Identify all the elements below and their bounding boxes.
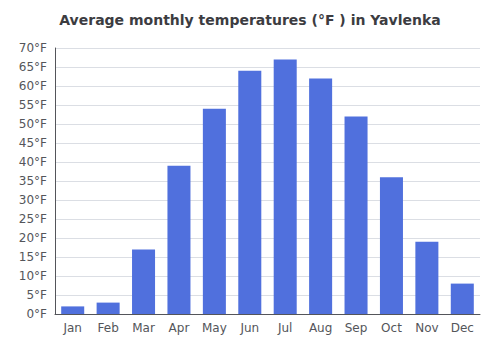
svg-text:Aug: Aug [309, 321, 332, 335]
svg-text:15°F: 15°F [19, 250, 47, 264]
svg-text:5°F: 5°F [26, 288, 47, 302]
svg-text:Dec: Dec [451, 321, 474, 335]
svg-text:Mar: Mar [132, 321, 155, 335]
svg-text:40°F: 40°F [19, 155, 47, 169]
svg-text:Jan: Jan [62, 321, 82, 335]
svg-text:65°F: 65°F [19, 60, 47, 74]
svg-text:Nov: Nov [415, 321, 438, 335]
svg-text:Average monthly temperatures (: Average monthly temperatures (°F ) in Ya… [59, 12, 440, 28]
svg-text:55°F: 55°F [19, 98, 47, 112]
svg-text:25°F: 25°F [19, 212, 47, 226]
svg-text:45°F: 45°F [19, 136, 47, 150]
svg-text:60°F: 60°F [19, 79, 47, 93]
svg-text:70°F: 70°F [19, 41, 47, 55]
svg-text:Jul: Jul [277, 321, 292, 335]
svg-text:Sep: Sep [345, 321, 368, 335]
svg-text:Oct: Oct [381, 321, 402, 335]
svg-text:Feb: Feb [98, 321, 119, 335]
svg-text:Apr: Apr [169, 321, 190, 335]
svg-text:Jun: Jun [239, 321, 259, 335]
svg-text:May: May [202, 321, 227, 335]
svg-text:10°F: 10°F [19, 269, 47, 283]
svg-text:35°F: 35°F [19, 174, 47, 188]
svg-text:50°F: 50°F [19, 117, 47, 131]
svg-text:30°F: 30°F [19, 193, 47, 207]
svg-text:20°F: 20°F [19, 231, 47, 245]
svg-text:0°F: 0°F [26, 307, 47, 321]
